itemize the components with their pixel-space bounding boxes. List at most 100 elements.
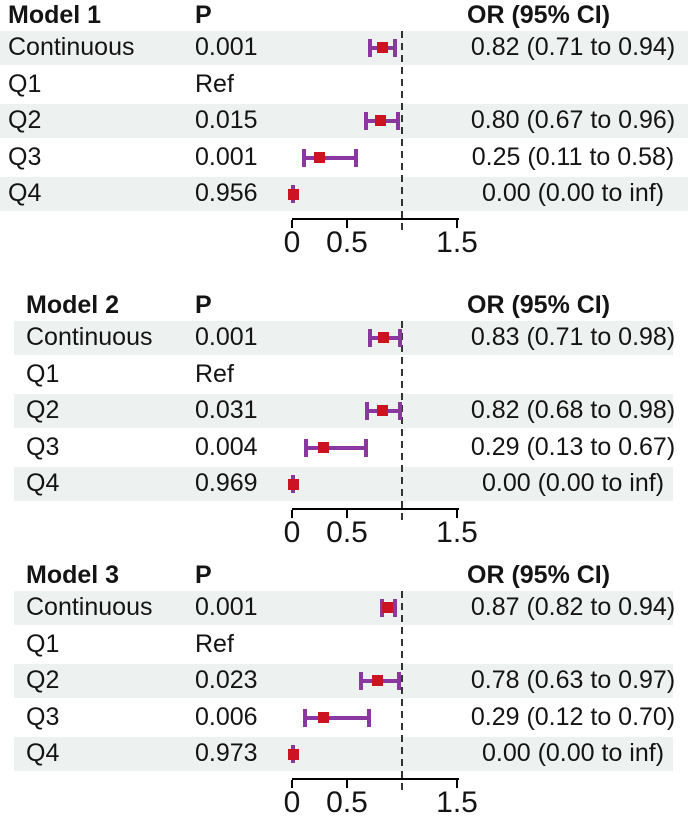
or-ci-value: 0.87 (0.82 to 0.94) (470, 593, 676, 621)
x-axis-tick-label: 1.5 (436, 226, 478, 259)
reference-line (401, 31, 403, 230)
table-row: Q2 0.031 0.82 (0.68 to 0.98) (0, 394, 688, 428)
p-value: 0.001 (195, 33, 258, 61)
row-band (0, 104, 688, 138)
p-value: 0.023 (195, 666, 258, 695)
forest-panel-model-2: Model 2 P OR (95% CI) Continuous 0.001 0.83 (… (0, 290, 688, 560)
p-value: 0.001 (195, 142, 258, 171)
table-row: Q4 0.956 0.00 (0.00 to inf) (0, 177, 688, 211)
row-label: Q1 (26, 359, 60, 388)
row-label: Q4 (26, 469, 60, 498)
row-label: Q4 (8, 179, 42, 208)
forest-panel-model-1: Model 1 P OR (95% CI) Continuous 0.001 0.82 (… (0, 0, 688, 270)
model-title: Model 2 (26, 291, 120, 319)
ci-cap-left (304, 438, 309, 457)
or-marker (318, 712, 330, 724)
p-value: Ref (195, 69, 234, 98)
table-row: Q4 0.969 0.00 (0.00 to inf) (0, 467, 688, 501)
ci-cap-left (359, 671, 364, 690)
x-axis-tick (456, 220, 458, 228)
or-ci-value: 0.25 (0.11 to 0.58) (471, 142, 675, 171)
or-column-header: OR (95% CI) (467, 1, 611, 29)
or-marker (382, 602, 394, 614)
or-ci-value: 0.80 (0.67 to 0.96) (470, 106, 676, 135)
x-axis-tick-label: 0.5 (326, 516, 368, 549)
row-band (14, 591, 673, 625)
ci-whisker-line (304, 155, 356, 160)
row-band (14, 467, 673, 501)
or-marker (287, 748, 299, 760)
reference-line (401, 321, 403, 520)
or-marker (376, 405, 388, 417)
table-row: Q3 0.006 0.29 (0.12 to 0.70) (0, 701, 688, 735)
x-axis-tick-label: 1.5 (436, 786, 478, 816)
or-ci-value: 0.29 (0.13 to 0.67) (470, 432, 676, 461)
or-ci-value: 0.82 (0.71 to 0.94) (470, 33, 676, 61)
p-value: 0.004 (195, 432, 258, 461)
p-value: 0.015 (195, 106, 258, 135)
row-label: Q3 (26, 702, 60, 731)
p-value: 0.001 (195, 593, 258, 621)
table-row: Q4 0.973 0.00 (0.00 to inf) (0, 737, 688, 771)
ci-cap-right (393, 38, 398, 57)
table-row: Continuous 0.001 0.82 (0.71 to 0.94) (0, 31, 688, 65)
row-label: Q2 (26, 396, 60, 425)
row-band (0, 177, 688, 211)
row-label: Continuous (26, 593, 153, 621)
table-row: Q1 Ref (0, 68, 688, 102)
ci-whisker-line (306, 445, 366, 450)
table-row: Q2 0.015 0.80 (0.67 to 0.96) (0, 104, 688, 138)
table-row: Q2 0.023 0.78 (0.63 to 0.97) (0, 664, 688, 698)
x-axis-tick (456, 510, 458, 518)
ci-cap-right (396, 671, 401, 690)
p-column-header: P (195, 291, 212, 319)
p-value: 0.973 (195, 739, 258, 768)
row-band (14, 321, 673, 355)
row-band (14, 664, 673, 698)
row-label: Q2 (26, 666, 60, 695)
x-axis-tick (346, 510, 348, 518)
p-column-header: P (195, 561, 212, 589)
or-marker (287, 478, 299, 490)
ci-cap-left (368, 328, 373, 347)
table-row: Q1 Ref (0, 358, 688, 392)
x-axis-tick (291, 220, 293, 228)
row-band (0, 31, 688, 65)
table-row: Continuous 0.001 0.87 (0.82 to 0.94) (0, 591, 688, 625)
ci-cap-right (397, 401, 402, 420)
or-marker (318, 442, 330, 454)
forest-panel-model-3: Model 3 P OR (95% CI) Continuous 0.001 0.87 (… (0, 560, 688, 816)
x-axis-tick-label: 0 (283, 516, 301, 549)
ci-cap-right (393, 598, 398, 617)
ci-cap-right (367, 708, 371, 727)
ci-cap-right (363, 438, 368, 457)
row-label: Q3 (8, 142, 42, 171)
row-band (14, 394, 673, 428)
ci-whisker-line (305, 715, 369, 720)
x-axis-tick-label: 1.5 (436, 516, 478, 549)
x-axis-line (292, 778, 459, 780)
or-ci-value: 0.82 (0.68 to 0.98) (470, 396, 676, 425)
ci-cap-right (395, 111, 400, 130)
ci-cap-left (363, 111, 368, 130)
row-label: Q2 (8, 106, 42, 135)
x-axis-tick (346, 220, 348, 228)
table-row: Continuous 0.001 0.83 (0.71 to 0.98) (0, 321, 688, 355)
row-label: Q4 (26, 739, 60, 768)
x-axis-tick-label: 0.5 (326, 226, 368, 259)
or-marker (376, 42, 388, 54)
p-value: 0.006 (195, 702, 258, 731)
or-ci-value: 0.00 (0.00 to inf) (481, 179, 665, 208)
x-axis-tick (291, 510, 293, 518)
row-label: Continuous (8, 33, 135, 61)
table-row: Q3 0.001 0.25 (0.11 to 0.58) (0, 141, 688, 175)
or-ci-value: 0.78 (0.63 to 0.97) (470, 666, 676, 695)
or-marker (377, 332, 389, 344)
row-label: Q3 (26, 432, 60, 461)
or-ci-value: 0.00 (0.00 to inf) (481, 739, 665, 768)
or-column-header: OR (95% CI) (467, 561, 611, 589)
or-marker (314, 152, 325, 164)
ci-cap-left (302, 148, 307, 167)
or-column-header: OR (95% CI) (467, 291, 611, 319)
p-value: 0.001 (195, 323, 258, 351)
